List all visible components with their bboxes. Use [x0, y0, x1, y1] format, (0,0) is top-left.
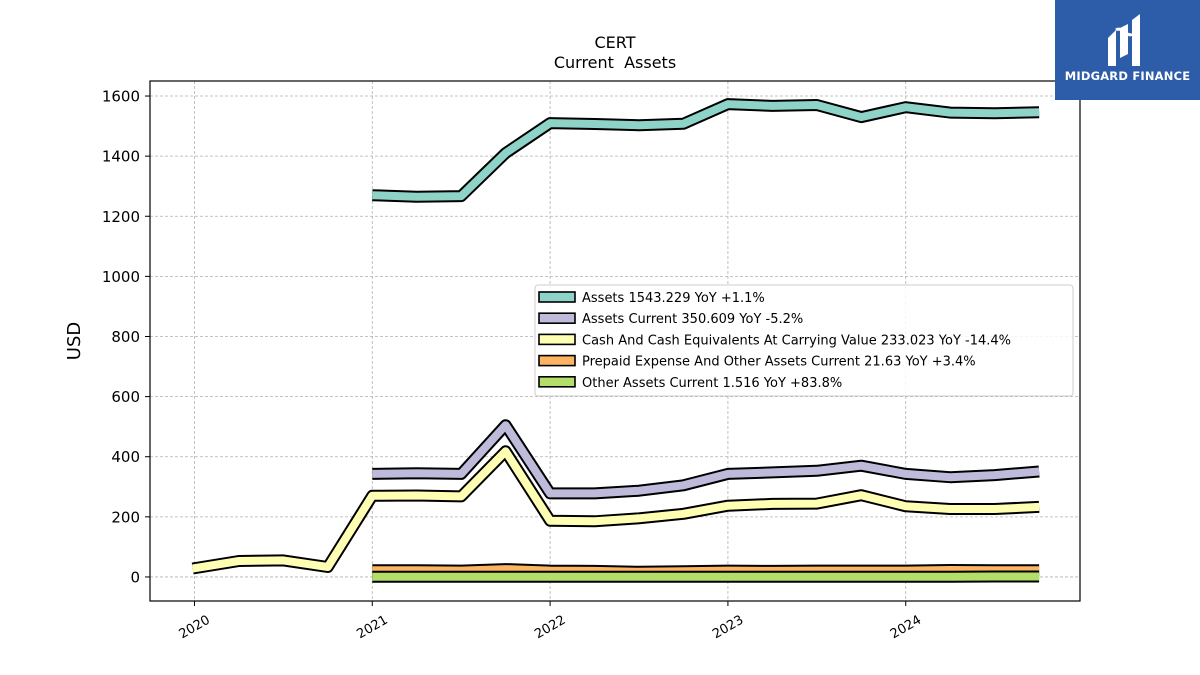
y-tick-label: 800	[111, 328, 140, 346]
x-tick-label: 2020	[177, 613, 213, 643]
brand-logo-text: MIDGARD FINANCE	[1064, 69, 1191, 83]
plot-frame	[149, 80, 1081, 602]
chart-title: CERT	[594, 33, 635, 52]
midgard-logo-icon	[1108, 14, 1140, 66]
y-tick-label: 0	[130, 568, 140, 586]
legend-swatch	[538, 333, 576, 346]
legend-swatch	[538, 312, 576, 325]
brand-logo: MIDGARD FINANCE	[1055, 0, 1200, 100]
legend-label: Assets Current 350.609 YoY -5.2%	[582, 312, 803, 327]
y-tick-label: 1200	[102, 208, 140, 226]
legend-swatch	[538, 354, 576, 367]
x-axis: 2020 2021 2022 2023 2024	[177, 601, 924, 642]
y-tick-label: 1000	[102, 268, 140, 286]
series-line	[372, 100, 1040, 201]
y-tick-label: 1600	[102, 88, 140, 106]
x-tick-label: 2021	[354, 613, 390, 643]
series-line	[372, 421, 1040, 498]
x-tick-label: 2024	[888, 613, 924, 643]
x-tick-label: 2022	[532, 613, 568, 643]
legend-label: Prepaid Expense And Other Assets Current…	[582, 355, 976, 370]
x-tick-label: 2023	[710, 613, 746, 643]
series-lines	[191, 98, 1040, 583]
legend-box	[534, 284, 1074, 397]
y-tick-label: 600	[111, 388, 140, 406]
y-tick-label: 200	[111, 508, 140, 526]
y-tick-label: 1400	[102, 148, 140, 166]
legend-label: Other Assets Current 1.516 YoY +83.8%	[582, 376, 842, 391]
y-axis-label: USD	[64, 322, 85, 360]
legend-swatch	[538, 291, 576, 303]
series-line	[192, 447, 1040, 573]
legend-label: Cash And Cash Equivalents At Carrying Va…	[582, 333, 1011, 348]
legend-label: Assets 1543.229 YoY +1.1%	[582, 291, 765, 306]
y-axis: 0 200 400 600 800 1000 1200 1400 1600	[102, 88, 150, 586]
legend: Assets 1543.229 YoY +1.1% Assets Current …	[534, 284, 1074, 397]
chart-subtitle: Current Assets	[554, 53, 676, 72]
legend-swatch	[538, 375, 576, 388]
y-tick-label: 400	[111, 448, 140, 466]
